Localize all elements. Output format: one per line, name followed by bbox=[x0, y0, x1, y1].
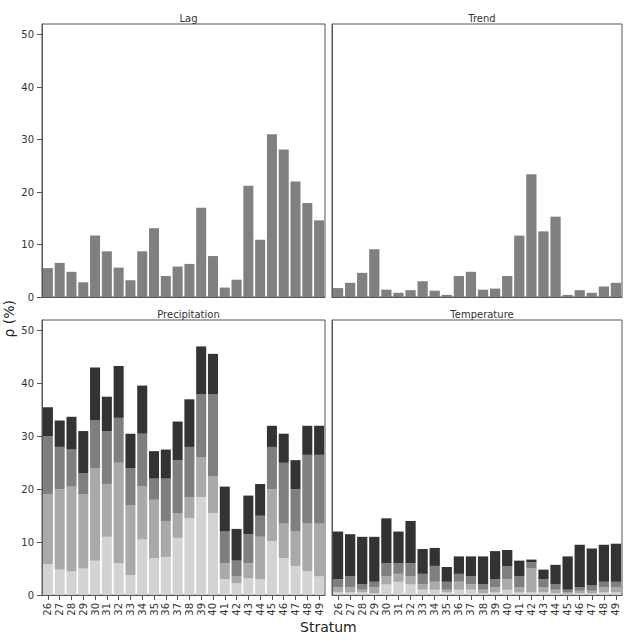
svg-text:Lag: Lag bbox=[179, 13, 197, 24]
svg-text:33: 33 bbox=[417, 603, 428, 616]
svg-text:50: 50 bbox=[21, 29, 34, 40]
svg-text:37: 37 bbox=[465, 603, 476, 616]
svg-text:49: 49 bbox=[610, 603, 621, 616]
svg-text:0: 0 bbox=[28, 590, 34, 601]
svg-text:28: 28 bbox=[357, 603, 368, 616]
svg-text:Precipitation: Precipitation bbox=[157, 309, 220, 320]
svg-text:36: 36 bbox=[160, 603, 171, 616]
svg-text:46: 46 bbox=[574, 603, 585, 616]
svg-text:37: 37 bbox=[172, 603, 183, 616]
svg-text:35: 35 bbox=[441, 603, 452, 616]
svg-text:45: 45 bbox=[562, 603, 573, 616]
svg-text:48: 48 bbox=[598, 603, 609, 616]
svg-text:36: 36 bbox=[453, 603, 464, 616]
svg-text:31: 31 bbox=[393, 603, 404, 616]
svg-text:10: 10 bbox=[21, 537, 34, 548]
svg-text:26: 26 bbox=[42, 603, 53, 616]
svg-text:50: 50 bbox=[21, 325, 34, 336]
svg-text:28: 28 bbox=[66, 603, 77, 616]
svg-text:20: 20 bbox=[21, 484, 34, 495]
svg-text:42: 42 bbox=[231, 603, 242, 616]
svg-text:42: 42 bbox=[526, 603, 537, 616]
svg-text:30: 30 bbox=[21, 431, 34, 442]
svg-text:41: 41 bbox=[219, 603, 230, 616]
svg-text:27: 27 bbox=[345, 603, 356, 616]
svg-text:29: 29 bbox=[78, 603, 89, 616]
svg-text:0: 0 bbox=[28, 292, 34, 303]
svg-text:32: 32 bbox=[113, 603, 124, 616]
svg-text:32: 32 bbox=[405, 603, 416, 616]
svg-text:49: 49 bbox=[314, 603, 325, 616]
svg-text:30: 30 bbox=[21, 134, 34, 145]
svg-text:Temperature: Temperature bbox=[449, 309, 513, 320]
svg-text:34: 34 bbox=[429, 603, 440, 616]
svg-text:48: 48 bbox=[302, 603, 313, 616]
svg-text:43: 43 bbox=[243, 603, 254, 616]
svg-text:39: 39 bbox=[490, 603, 501, 616]
svg-text:ρ (%): ρ (%) bbox=[1, 300, 17, 338]
svg-text:Trend: Trend bbox=[467, 13, 495, 24]
svg-text:10: 10 bbox=[21, 239, 34, 250]
svg-text:38: 38 bbox=[478, 603, 489, 616]
svg-text:39: 39 bbox=[196, 603, 207, 616]
svg-text:47: 47 bbox=[586, 603, 597, 616]
svg-text:43: 43 bbox=[538, 603, 549, 616]
svg-text:44: 44 bbox=[255, 603, 266, 616]
svg-text:20: 20 bbox=[21, 187, 34, 198]
svg-text:41: 41 bbox=[514, 603, 525, 616]
svg-text:40: 40 bbox=[502, 603, 513, 616]
svg-text:27: 27 bbox=[54, 603, 65, 616]
svg-text:34: 34 bbox=[137, 603, 148, 616]
svg-text:35: 35 bbox=[149, 603, 160, 616]
svg-text:40: 40 bbox=[21, 82, 34, 93]
svg-text:31: 31 bbox=[101, 603, 112, 616]
svg-text:26: 26 bbox=[333, 603, 344, 616]
svg-text:40: 40 bbox=[207, 603, 218, 616]
svg-text:30: 30 bbox=[381, 603, 392, 616]
svg-text:40: 40 bbox=[21, 378, 34, 389]
svg-text:33: 33 bbox=[125, 603, 136, 616]
svg-text:38: 38 bbox=[184, 603, 195, 616]
svg-text:Stratum: Stratum bbox=[300, 619, 357, 635]
svg-text:46: 46 bbox=[278, 603, 289, 616]
svg-text:30: 30 bbox=[90, 603, 101, 616]
svg-text:47: 47 bbox=[290, 603, 301, 616]
svg-text:44: 44 bbox=[550, 603, 561, 616]
svg-text:45: 45 bbox=[266, 603, 277, 616]
svg-text:29: 29 bbox=[369, 603, 380, 616]
